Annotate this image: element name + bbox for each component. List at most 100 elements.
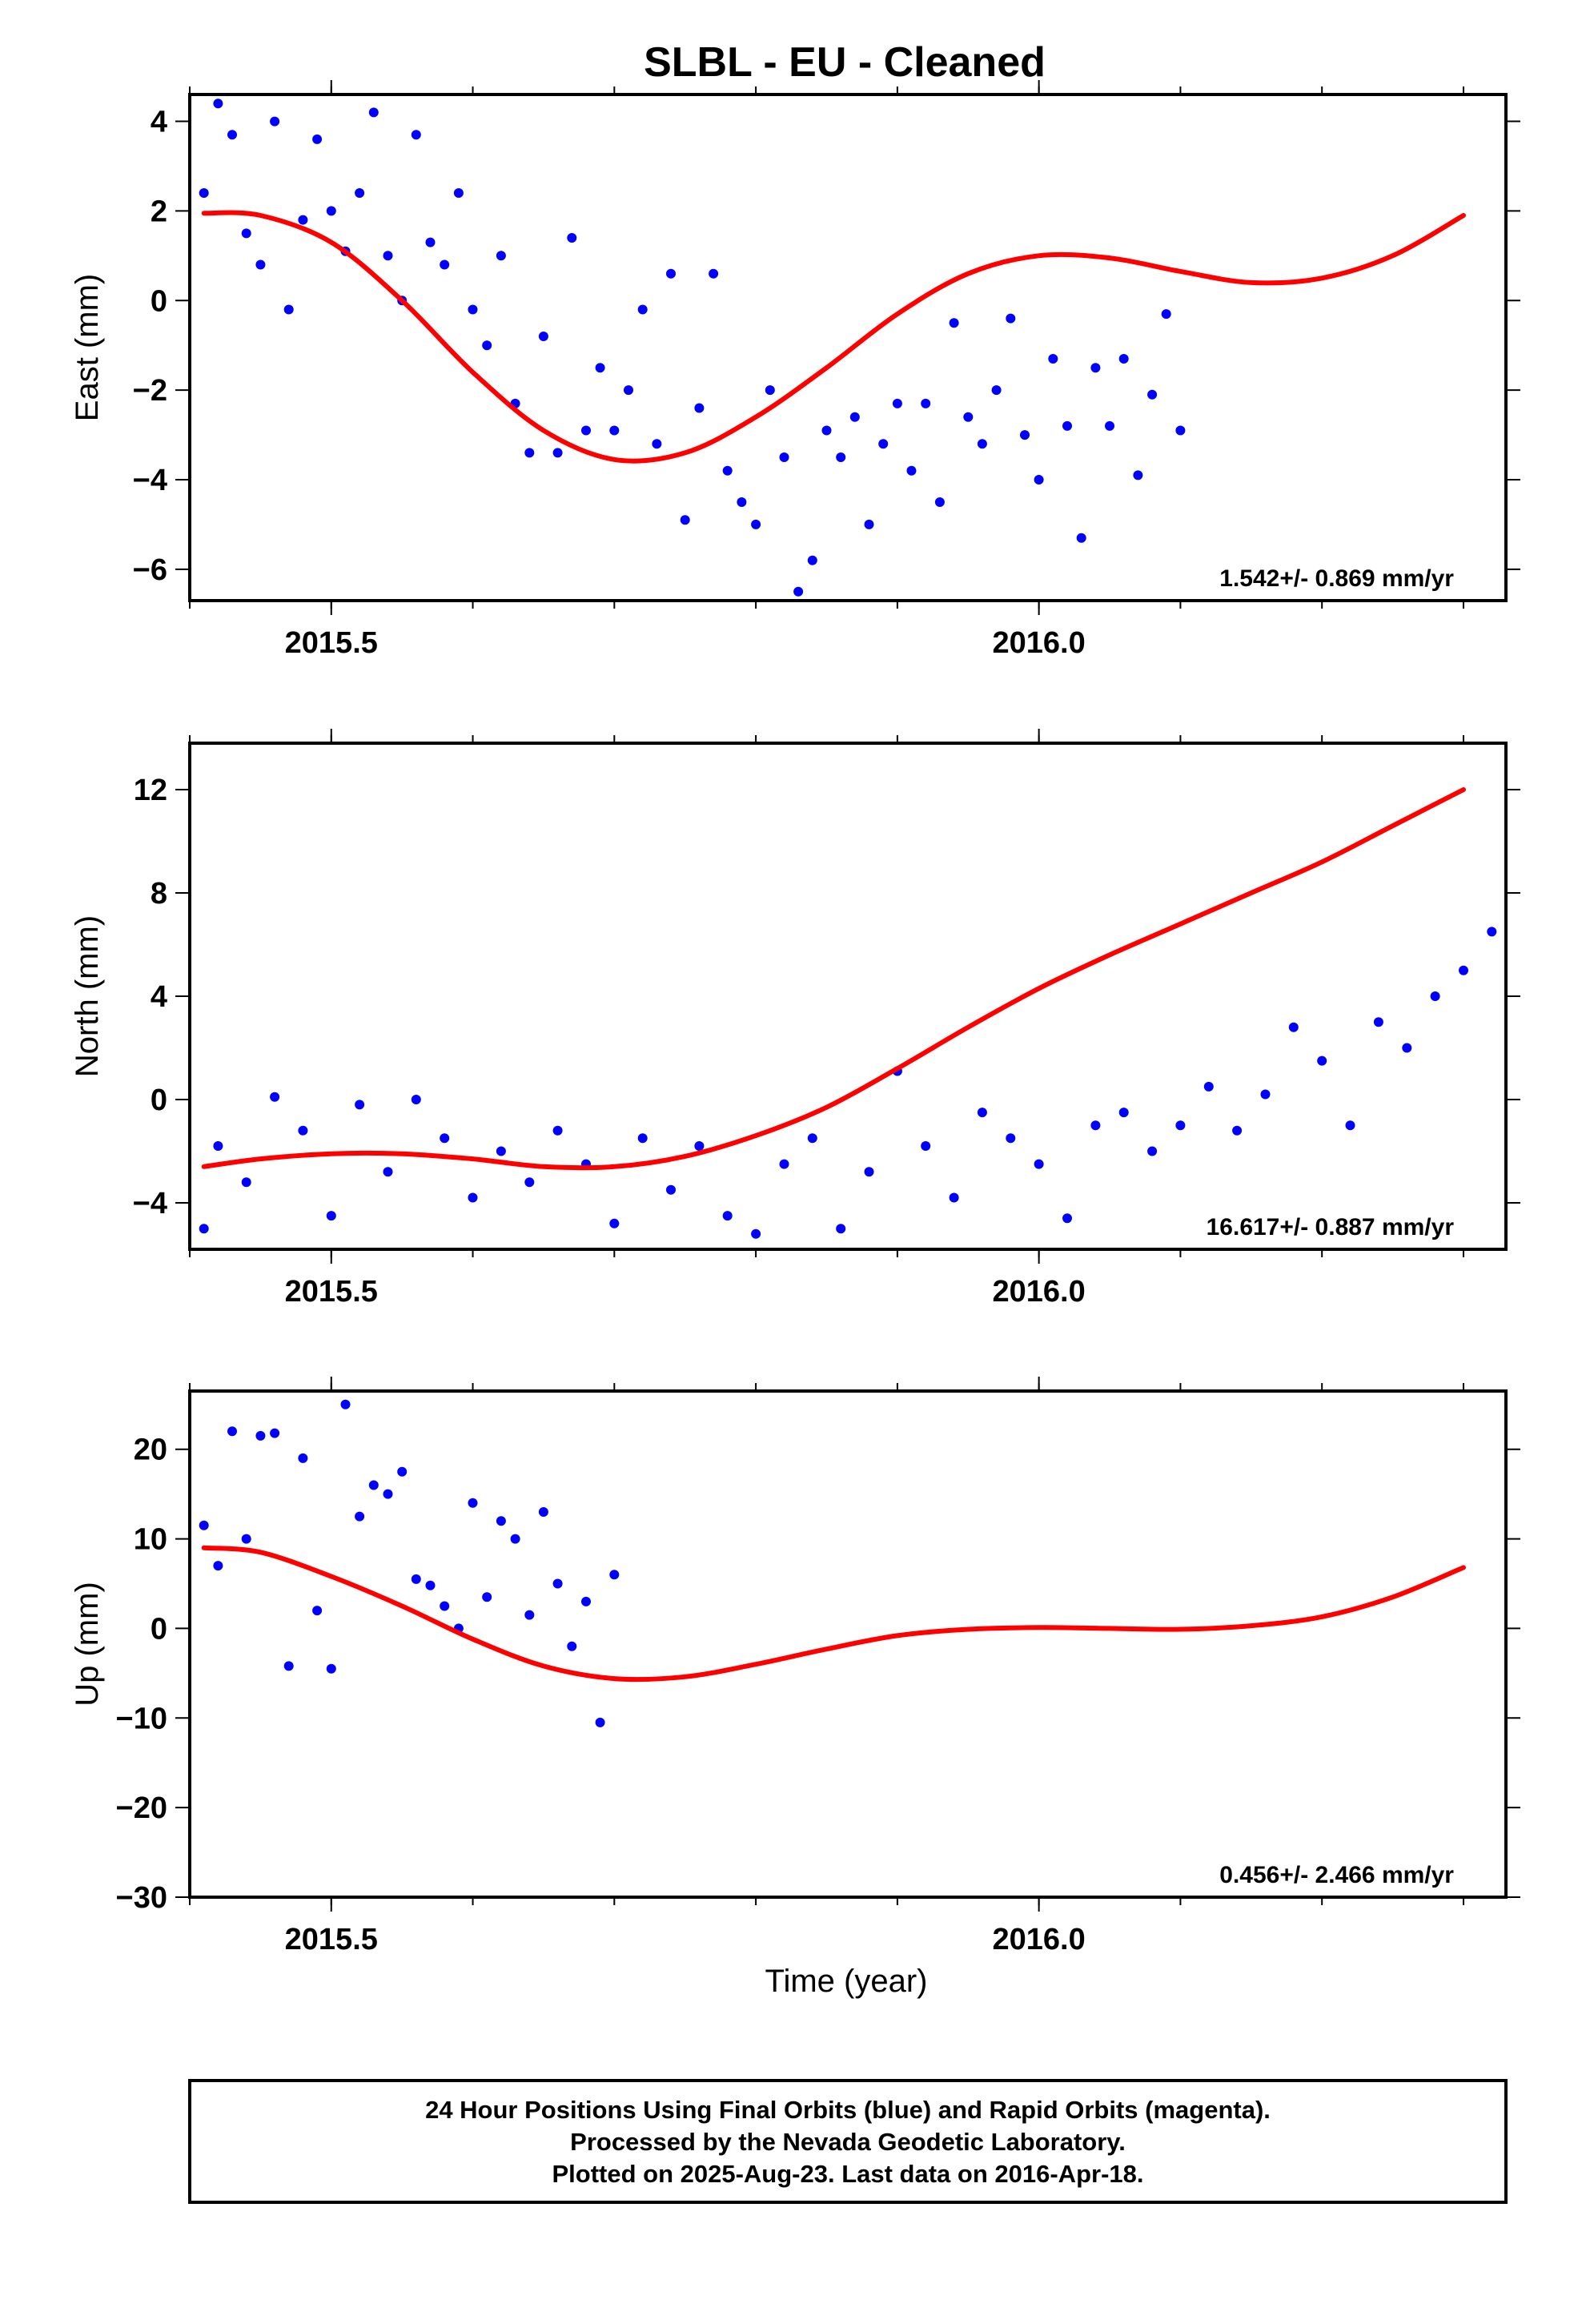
north-data-point-6 [355,1100,365,1110]
east-data-point-34 [680,515,690,525]
north-data-point-35 [1175,1120,1186,1131]
north-fit-curve [201,787,1466,1171]
up-data-point-11 [355,1511,365,1522]
north-data-point-13 [552,1125,563,1136]
east-data-point-21 [496,251,506,261]
up-data-point-27 [581,1596,591,1606]
up-data-point-17 [440,1601,450,1611]
east-data-point-5 [270,116,280,127]
north-data-point-21 [779,1159,789,1169]
east-data-point-69 [1175,425,1186,436]
east-data-point-7 [298,215,308,225]
north-data-point-39 [1288,1022,1299,1032]
north-data-point-40 [1317,1055,1327,1066]
north-data-point-4 [298,1125,308,1136]
north-plot-area [199,787,1497,1239]
east-y-tick-label: 4 [151,106,167,139]
east-data-point-65 [1118,354,1129,364]
east-data-point-35 [694,403,705,413]
up-x-tick-label: 2016.0 [993,1923,1086,1956]
up-fit-curve [201,1545,1466,1683]
east-data-point-52 [934,497,945,507]
up-data-point-28 [595,1717,605,1727]
north-data-point-33 [1118,1108,1129,1118]
east-data-point-62 [1076,533,1086,543]
east-plot-area [199,99,1466,597]
east-data-point-30 [624,385,633,396]
east-data-point-26 [567,233,577,243]
east-data-point-24 [538,332,548,341]
north-panel: 2015.5 2016.0 −4 0 4 8 12 North (mm) 16.617+/- 0… [70,729,1520,1309]
north-data-point-24 [864,1167,874,1177]
up-data-point-10 [340,1399,351,1409]
east-data-point-60 [1048,354,1058,364]
up-data-point-24 [538,1507,548,1517]
north-data-point-44 [1430,991,1440,1001]
up-data-point-7 [298,1453,308,1463]
up-x-tick-label: 2015.5 [285,1923,378,1956]
east-frame [188,93,1508,602]
north-data-point-1 [213,1141,223,1151]
north-data-point-41 [1345,1120,1355,1131]
east-data-point-19 [468,304,478,315]
north-data-point-23 [836,1224,846,1234]
east-data-point-41 [779,452,789,462]
east-data-point-2 [227,130,237,140]
north-frame [188,742,1508,1251]
east-y-tick-label: −6 [133,553,167,587]
east-data-point-9 [326,206,336,216]
north-data-point-17 [666,1184,676,1195]
up-data-point-16 [425,1580,436,1590]
north-data-point-32 [1090,1120,1101,1131]
east-data-point-54 [963,412,974,422]
up-data-point-8 [312,1606,323,1616]
east-data-point-33 [666,268,676,279]
north-data-point-8 [411,1095,421,1104]
east-y-axis-label: East (mm) [70,274,105,421]
up-data-point-4 [255,1430,266,1441]
north-data-point-2 [241,1177,251,1188]
north-data-point-22 [807,1133,817,1144]
figure-title: SLBL - EU - Cleaned [644,39,1046,86]
east-data-point-16 [425,237,436,247]
north-data-point-7 [383,1167,393,1177]
footer-border [188,2079,1508,2204]
east-data-point-6 [283,304,294,315]
north-data-point-42 [1373,1017,1383,1027]
up-rate-label: 0.456+/- 2.466 mm/yr [1219,1862,1454,1888]
east-data-point-61 [1062,420,1072,431]
east-data-point-45 [836,452,846,462]
up-data-point-29 [609,1570,620,1580]
north-y-tick-label: 8 [151,877,167,911]
east-data-point-39 [751,519,761,529]
up-data-point-14 [397,1466,408,1477]
up-data-point-25 [552,1578,563,1589]
north-data-point-45 [1459,965,1468,975]
up-y-tick-label: 20 [134,1433,167,1467]
east-data-point-66 [1133,470,1143,480]
north-data-point-0 [199,1224,209,1234]
up-data-point-9 [326,1663,336,1674]
north-data-point-46 [1487,927,1497,937]
east-data-point-28 [595,363,605,373]
east-y-tick-label: 2 [151,195,167,228]
up-data-point-15 [411,1574,421,1584]
east-x-tick-label: 2015.5 [285,626,378,660]
east-data-point-49 [892,398,902,408]
north-data-point-37 [1232,1125,1243,1136]
north-data-point-36 [1203,1081,1214,1092]
up-data-point-23 [524,1610,535,1620]
east-data-point-31 [637,304,648,315]
east-data-point-59 [1034,475,1044,485]
north-data-point-20 [751,1228,761,1239]
up-data-point-5 [270,1428,280,1438]
east-data-point-36 [709,268,719,279]
east-data-point-8 [312,134,323,144]
up-data-point-12 [368,1480,379,1490]
east-data-point-25 [552,448,563,458]
north-y-tick-label: −4 [133,1187,167,1220]
east-data-point-58 [1020,430,1030,440]
up-y-tick-label: −30 [116,1881,167,1915]
east-data-point-38 [737,497,747,507]
